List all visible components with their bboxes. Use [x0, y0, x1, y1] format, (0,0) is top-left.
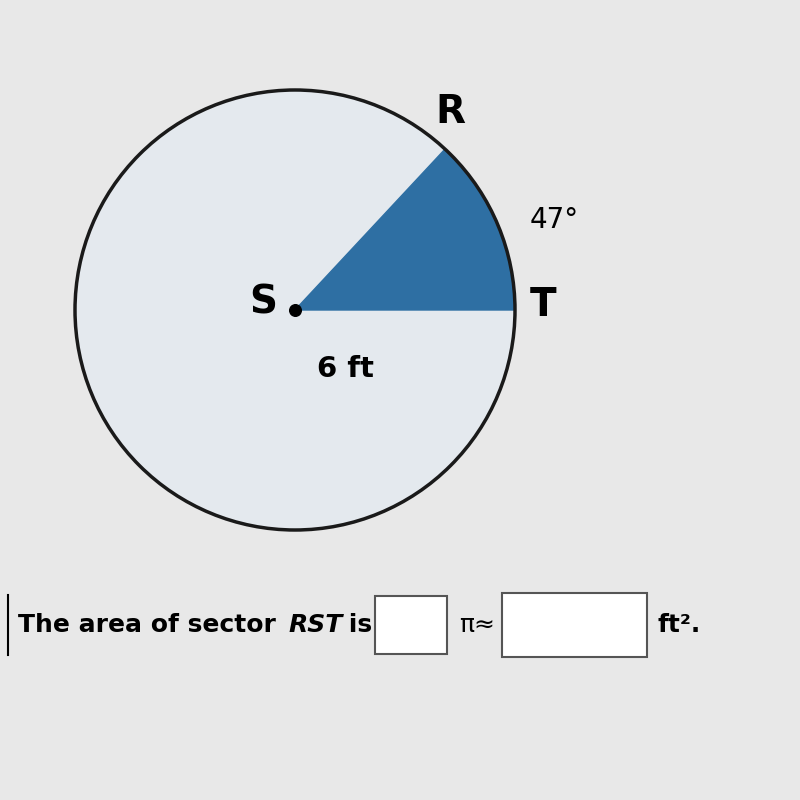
FancyBboxPatch shape [375, 596, 447, 654]
Text: The area of sector: The area of sector [18, 613, 285, 637]
Point [289, 303, 302, 316]
Text: π≈: π≈ [459, 613, 495, 637]
Text: S: S [249, 283, 277, 321]
Text: 6 ft: 6 ft [317, 355, 374, 383]
Text: T: T [530, 286, 557, 324]
Text: ft².: ft². [657, 613, 700, 637]
Text: 47°: 47° [530, 206, 579, 234]
Circle shape [75, 90, 515, 530]
Text: RST: RST [288, 613, 342, 637]
Text: is: is [340, 613, 372, 637]
FancyBboxPatch shape [502, 593, 647, 657]
Text: R: R [435, 93, 465, 131]
Wedge shape [295, 149, 515, 310]
